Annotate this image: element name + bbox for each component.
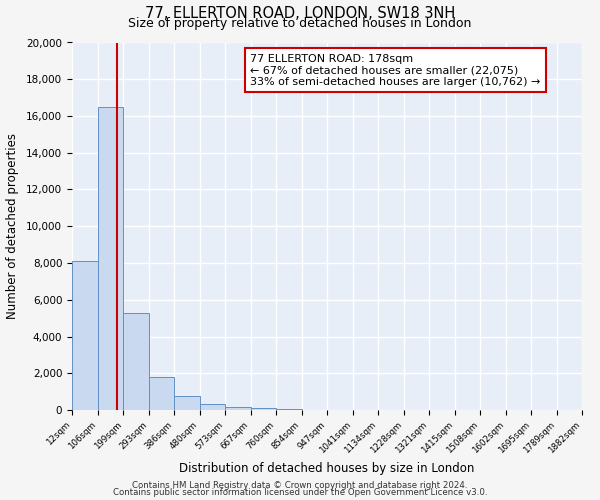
Text: Contains HM Land Registry data © Crown copyright and database right 2024.: Contains HM Land Registry data © Crown c… [132, 480, 468, 490]
Bar [97, 107, 123, 410]
Bar [225, 407, 251, 410]
Bar [72, 261, 97, 410]
Text: 77 ELLERTON ROAD: 178sqm
← 67% of detached houses are smaller (22,075)
33% of se: 77 ELLERTON ROAD: 178sqm ← 67% of detach… [251, 54, 541, 86]
Bar [199, 404, 225, 410]
Bar [276, 409, 302, 410]
Text: 77, ELLERTON ROAD, LONDON, SW18 3NH: 77, ELLERTON ROAD, LONDON, SW18 3NH [145, 6, 455, 20]
Text: Contains public sector information licensed under the Open Government Licence v3: Contains public sector information licen… [113, 488, 487, 497]
Bar [123, 312, 149, 410]
Bar [174, 396, 199, 410]
Bar [149, 377, 174, 410]
Text: Size of property relative to detached houses in London: Size of property relative to detached ho… [128, 18, 472, 30]
Bar [251, 408, 276, 410]
X-axis label: Distribution of detached houses by size in London: Distribution of detached houses by size … [179, 462, 475, 474]
Y-axis label: Number of detached properties: Number of detached properties [6, 133, 19, 320]
